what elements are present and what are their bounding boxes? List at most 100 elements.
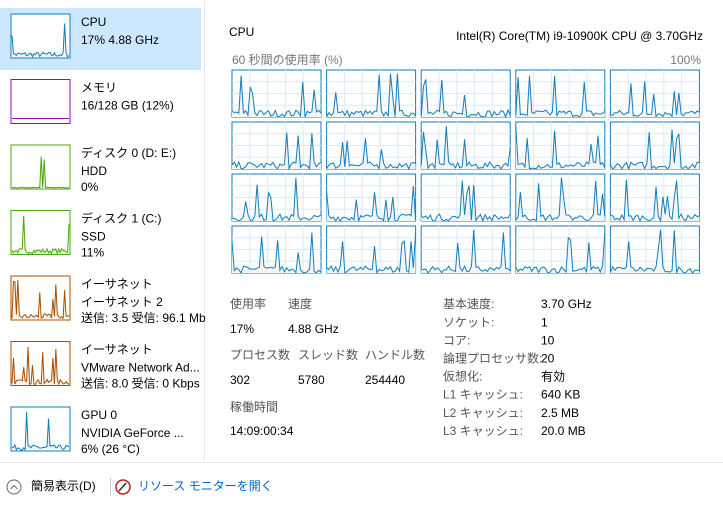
detail-value: 1 xyxy=(541,315,548,329)
item-detail: イーサネット 2 xyxy=(81,295,163,309)
item-name: イーサネット xyxy=(81,343,153,357)
item-name: ディスク 1 (C:) xyxy=(81,211,162,226)
graph-line xyxy=(326,138,416,171)
graph-line xyxy=(515,233,606,274)
graph-line xyxy=(515,75,606,118)
graph-line xyxy=(11,346,70,386)
item-name: メモリ xyxy=(81,81,117,95)
graph-area xyxy=(232,232,321,273)
detail-value: 有効 xyxy=(541,369,565,384)
graph-area xyxy=(326,73,416,117)
graph-line xyxy=(421,180,511,223)
graph-line xyxy=(326,73,416,118)
stat-label: 稼働時間 xyxy=(230,399,278,414)
item-detail: NVIDIA GeForce ... xyxy=(81,426,184,440)
item-name: CPU xyxy=(81,15,106,29)
detail-label: L3 キャッシュ: xyxy=(443,424,523,438)
detail-label: 論理プロセッサ数: xyxy=(443,350,542,365)
detail-value: 10 xyxy=(541,333,555,347)
graph-line xyxy=(231,132,322,171)
graph-max: 100% xyxy=(670,53,701,67)
graph-line xyxy=(420,79,511,119)
graph-line xyxy=(420,126,511,171)
graph-line xyxy=(11,23,70,58)
graph-line xyxy=(11,411,70,451)
graph-line xyxy=(515,127,606,170)
stat-value: 254440 xyxy=(365,373,405,387)
thumbnail xyxy=(10,13,71,59)
stat-label: 使用率 xyxy=(230,296,266,311)
detail-label: L2 キャッシュ: xyxy=(443,406,523,420)
graph-area xyxy=(12,215,69,254)
stat-value: 14:09:00:34 xyxy=(230,424,294,438)
thumbnail xyxy=(10,341,71,386)
graph-line xyxy=(610,179,700,223)
detail-label: 基本速度: xyxy=(443,296,494,311)
detail-label: コア: xyxy=(443,333,470,347)
monitor-icon-needle xyxy=(118,482,127,492)
detail-label: 仮想化: xyxy=(443,369,482,384)
graph-line xyxy=(11,280,70,320)
item-detail: 16/128 GB (12%) xyxy=(81,99,174,113)
graph-area xyxy=(515,233,605,273)
graph-area xyxy=(326,232,416,273)
graph-line xyxy=(515,177,606,222)
detail-value: 640 KB xyxy=(541,388,580,402)
graph-area xyxy=(421,230,511,273)
graph-line xyxy=(11,156,70,189)
item-detail: 送信: 8.0 受信: 0 Kbps xyxy=(81,376,200,391)
compact-icon[interactable] xyxy=(6,479,22,495)
thumbnail xyxy=(10,406,71,452)
resource-monitor-link[interactable]: リソース モニターを開く xyxy=(138,479,273,493)
item-detail: HDD xyxy=(81,164,107,178)
graph-line xyxy=(421,230,511,274)
graph-line xyxy=(231,75,322,118)
stat-label: スレッド数 xyxy=(298,347,358,362)
stat-value: 4.88 GHz xyxy=(288,322,339,336)
item-detail: 11% xyxy=(81,246,104,260)
compact-view[interactable]: 簡易表示(D) xyxy=(31,478,96,493)
item-detail: 0% xyxy=(81,180,99,194)
thumbnail xyxy=(10,79,71,124)
stat-label: 速度 xyxy=(288,296,312,311)
title: CPU xyxy=(229,25,254,39)
item-name: GPU 0 xyxy=(81,408,117,422)
graph-area xyxy=(326,186,416,221)
stat-value: 5780 xyxy=(298,373,325,387)
graph-caption: 60 秒間の使用率 (%) xyxy=(232,52,343,67)
stat-label: ハンドル数 xyxy=(365,347,425,362)
graph-area xyxy=(421,126,511,169)
graph-line xyxy=(610,81,700,118)
detail-value: 20 xyxy=(541,351,555,365)
item-detail: SSD xyxy=(81,230,106,244)
graph-area xyxy=(610,129,700,169)
detail-value: 3.70 GHz xyxy=(541,297,592,311)
graph-line xyxy=(326,186,417,223)
stat-value: 302 xyxy=(230,373,250,387)
cpu-model: Intel(R) Core(TM) i9-10900K CPU @ 3.70GH… xyxy=(456,29,703,43)
item-detail: 17% 4.88 GHz xyxy=(81,33,159,47)
graph-line xyxy=(231,177,322,222)
item-detail: 6% (26 °C) xyxy=(81,442,140,456)
graph-line xyxy=(326,232,417,275)
stat-label: プロセス数 xyxy=(230,347,290,362)
item-name: イーサネット xyxy=(81,277,153,291)
graph-line xyxy=(11,215,70,256)
graph-area xyxy=(232,132,321,169)
detail-value: 20.0 MB xyxy=(541,424,586,438)
thumbnail xyxy=(10,210,71,255)
graph-area xyxy=(515,127,605,169)
item-detail: 送信: 3.5 受信: 96.1 Mb xyxy=(81,310,206,325)
graph-line xyxy=(231,232,322,275)
detail-value: 2.5 MB xyxy=(541,406,579,420)
graph-line xyxy=(609,229,700,274)
item-detail: VMware Network Ad... xyxy=(81,361,200,375)
detail-label: ソケット: xyxy=(443,315,494,329)
stat-value: 17% xyxy=(230,322,254,336)
compact-icon-arrow xyxy=(10,484,18,490)
item-name: ディスク 0 (D: E:) xyxy=(81,145,176,160)
graph-line xyxy=(609,129,700,171)
detail-label: L1 キャッシュ: xyxy=(443,388,523,402)
